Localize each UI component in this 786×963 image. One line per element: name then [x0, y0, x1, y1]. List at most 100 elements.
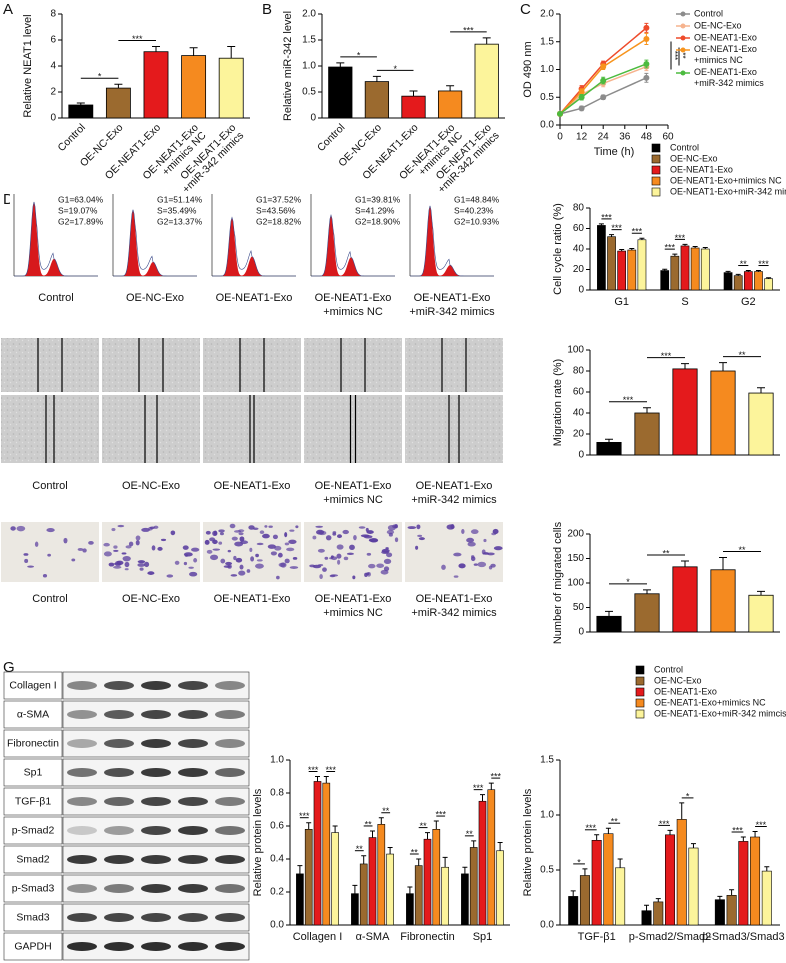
sample-label: OE-NEAT1-Exo +mimics NC	[315, 292, 392, 318]
bar	[617, 250, 627, 291]
sample-label: OE-NEAT1-Exo	[214, 593, 291, 605]
blot-band	[67, 942, 97, 951]
stained-cell	[483, 538, 487, 543]
error-bar	[378, 817, 384, 825]
error-bar	[433, 820, 439, 830]
y-tick-label: 1.0	[302, 61, 316, 72]
blot-band	[215, 826, 245, 835]
error-bar	[227, 46, 236, 59]
error-bar	[729, 889, 735, 896]
error-bar	[189, 47, 198, 56]
bar	[603, 833, 614, 926]
y-tick-label: 0.0	[540, 120, 554, 131]
protein-label: TGF-β1	[15, 795, 52, 807]
stained-cell	[458, 563, 466, 569]
stained-cell	[318, 530, 327, 536]
bar	[738, 841, 749, 926]
sample-label: Control	[38, 292, 73, 304]
stained-cell	[329, 557, 334, 560]
bar	[627, 249, 637, 291]
legend-label: OE-NEAT1-Exo	[654, 686, 717, 696]
bar	[591, 839, 602, 926]
bar	[313, 781, 322, 926]
error-bar	[442, 856, 448, 868]
bar	[105, 87, 131, 119]
stained-cell	[204, 539, 210, 545]
stained-cell	[386, 529, 395, 535]
x-tick-label: Control	[55, 122, 87, 154]
blot-label-box	[3, 758, 63, 787]
error-bar	[488, 782, 494, 790]
stained-cell	[16, 525, 26, 532]
stained-cell	[267, 544, 277, 549]
stained-cell	[223, 565, 231, 568]
blot-label-box	[3, 671, 63, 700]
bar	[653, 901, 664, 926]
significance-label: **	[466, 829, 474, 839]
error-bar	[609, 234, 615, 237]
wound-image	[405, 395, 503, 463]
stained-cell	[111, 528, 116, 532]
stained-cell	[238, 570, 246, 576]
stained-cell	[477, 561, 487, 568]
stained-cell	[166, 574, 174, 578]
blot-band	[67, 739, 97, 748]
stained-cell	[209, 537, 216, 542]
stained-cell	[365, 527, 369, 532]
blot-band	[141, 681, 171, 690]
stained-cell	[453, 552, 462, 557]
blot-band	[215, 913, 245, 922]
sample-label: OE-NEAT1-Exo +mimics NC	[315, 480, 392, 506]
stained-cell	[24, 558, 29, 563]
phase-value: G2=18.82%	[256, 216, 302, 226]
y-tick-label: 20	[573, 429, 585, 440]
stained-cell	[239, 536, 245, 542]
legend-label: OE-NEAT1-Exo +miR-342 mimics	[694, 67, 764, 88]
stained-cell	[315, 525, 324, 528]
phase-value: S=35.49%	[157, 205, 197, 215]
stained-cell	[256, 559, 263, 562]
bar	[634, 412, 660, 456]
y-tick-label: 0.2	[270, 887, 284, 898]
phase-value: G2=13.37%	[157, 216, 203, 226]
error-bar	[617, 858, 623, 868]
y-tick-label: 100	[567, 578, 584, 589]
stained-cell	[407, 526, 417, 530]
error-bar	[480, 794, 485, 802]
blot-band	[67, 681, 97, 690]
stained-cell	[239, 564, 244, 570]
significance-label: ***	[632, 227, 643, 237]
stained-cell	[276, 575, 280, 580]
bar	[748, 392, 774, 456]
legend-marker	[680, 70, 686, 76]
blot-band	[104, 855, 134, 864]
stained-cell	[492, 528, 499, 535]
bar	[296, 873, 304, 926]
blot-band	[104, 739, 134, 748]
blot-band	[67, 710, 97, 719]
stained-cell	[352, 575, 356, 580]
stained-cell	[264, 525, 268, 528]
stained-cell	[141, 527, 151, 532]
blot-band	[178, 884, 208, 893]
blot-band	[178, 797, 208, 806]
stained-cell	[336, 553, 342, 559]
blot-band	[178, 855, 208, 864]
x-tick-label: 36	[619, 132, 631, 143]
blot-band	[215, 768, 245, 777]
y-tick-label: 0	[50, 113, 56, 124]
stained-cell	[329, 574, 336, 578]
stained-cell	[336, 544, 344, 550]
stained-cell	[213, 530, 217, 536]
bar	[386, 853, 394, 926]
y-tick-label: 100	[567, 345, 584, 356]
y-tick-label: 0.4	[270, 854, 284, 865]
bar	[676, 819, 687, 926]
legend-marker	[680, 23, 686, 29]
stained-cell	[364, 572, 368, 577]
marker	[600, 77, 607, 84]
stained-cell	[318, 564, 324, 567]
y-tick-label: 20	[573, 264, 585, 275]
stained-cell	[343, 556, 349, 561]
